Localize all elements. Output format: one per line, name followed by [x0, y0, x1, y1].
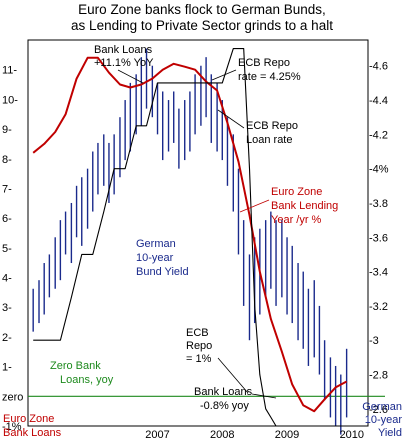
annotation-ecb-repo-loan-line-1: ECB Repo: [246, 120, 298, 132]
chart-title-line-2: as Lending to Private Sector grinds to a…: [71, 18, 333, 33]
annotation-ecb-repo-low: ECB Repo = 1%: [184, 324, 249, 394]
series-ecb-repo-line: [33, 48, 347, 427]
left-tick-label: 2-: [2, 332, 12, 344]
annotation-bank-loans-peak-line-1: Bank Loans: [94, 44, 153, 56]
annotation-german-bund-line-1: German: [136, 238, 176, 250]
annotation-ecb-repo-low-line-1: ECB: [186, 327, 209, 339]
left-tick-label: 4-: [2, 273, 12, 285]
yield-bars-group: [32, 48, 348, 435]
left-tick-label: 11-: [2, 65, 17, 77]
left-tick-label: 1-: [2, 362, 12, 374]
annotation-ecb-repo-peak-line-1: ECB Repo: [238, 57, 290, 69]
annotation-bank-loans-peak-leader: [117, 69, 144, 84]
annotation-ecb-repo-low-bg: [184, 324, 222, 366]
series-group: [32, 48, 348, 427]
left-tick-label: 6-: [2, 213, 12, 225]
annotation-ecb-repo-low-line-3: = 1%: [186, 353, 212, 365]
right-tick-label: -4.6: [369, 61, 388, 73]
left-tick-label: 5-: [2, 243, 12, 255]
right-axis-label-line-1: German: [362, 401, 402, 413]
annotation-ez-bank-lending: Euro Zone Bank Lending Year /yr %: [239, 186, 338, 226]
annotation-bank-loans-peak: Bank Loans +11.1% YoY: [94, 44, 154, 84]
left-axis-label-line-1: Euro Zone: [3, 413, 54, 425]
right-tick-label: -3.6: [369, 232, 388, 244]
x-tick-label: 2007: [145, 429, 169, 441]
annotation-zero-bank-loans-line-1: Zero Bank: [50, 360, 101, 372]
x-tick-label: 2009: [275, 429, 299, 441]
annotation-bank-loans-low-leader: [251, 393, 277, 399]
left-tick-label: -1%: [2, 421, 22, 433]
annotation-german-bund: German 10-year Bund Yield: [136, 238, 189, 278]
left-axis-label-line-2: Bank Loans: [3, 427, 62, 439]
series-bank-lending-line: [32, 56, 348, 413]
right-axis-label-line-3: Yield: [378, 427, 402, 439]
annotation-ecb-repo-loan-leader: [217, 109, 245, 129]
right-tick-label: -4.2: [369, 129, 388, 141]
annotation-german-bund-line-3: Bund Yield: [136, 266, 189, 278]
annotation-ecb-repo-peak-line-2: rate = 4.25%: [238, 71, 301, 83]
annotation-ecb-repo-low-leader: [217, 357, 249, 394]
annotation-ez-bank-lending-line-2: Bank Lending: [271, 200, 338, 212]
right-axis-label-line-2: 10-year: [365, 414, 403, 426]
right-tick-label: -3.2: [369, 301, 388, 313]
left-tick-label: 3-: [2, 302, 12, 314]
right-tick-label: -3: [369, 335, 379, 347]
right-axis-ticks: -4.6 -4.4 -4.2 -4% -3.8 -3.6 -3.4 -3.2 -3 -2.8 -2.…: [369, 61, 389, 416]
chart-title-line-1: Euro Zone banks flock to German Bunds,: [78, 2, 326, 17]
annotation-ez-bank-lending-line-3: Year /yr %: [271, 214, 322, 226]
left-tick-label: 10-: [2, 94, 18, 106]
right-tick-label: -2.8: [369, 370, 388, 382]
plot-frame: [27, 39, 369, 427]
annotation-zero-bank-loans: Zero Bank Loans, yoy: [50, 360, 114, 386]
x-tick-label: 2008: [210, 429, 234, 441]
right-tick-label: -4.4: [369, 95, 388, 107]
annotation-ecb-repo-peak: ECB Repo rate = 4.25%: [211, 57, 301, 83]
left-tick-label: 9-: [2, 124, 12, 136]
annotation-ecb-repo-loan-line-2: Loan rate: [246, 134, 292, 146]
annotation-ecb-repo-peak-leader: [211, 69, 237, 81]
x-axis-ticks: 2007 2008 2009 2010: [145, 429, 364, 441]
left-tick-label: 8-: [2, 154, 12, 166]
left-tick-label: 7-: [2, 183, 12, 195]
x-tick-label: 2010: [340, 429, 364, 441]
right-tick-label: -3.8: [369, 198, 388, 210]
annotation-ecb-repo-loan: ECB Repo Loan rate: [217, 109, 298, 146]
left-tick-label: zero: [2, 391, 23, 403]
left-axis-ticks: 11- 10- 9- 8- 7- 6- 5- 4- 3- 2- 1- zero -1%: [2, 65, 23, 433]
annotation-bank-loans-low-line-1: Bank Loans: [194, 386, 253, 398]
annotation-ez-bank-lending-line-1: Euro Zone: [271, 186, 322, 198]
annotation-ecb-repo-low-line-2: Repo: [186, 340, 212, 352]
annotation-bank-loans-low-line-2: -0.8% yoy: [200, 400, 249, 412]
annotation-bank-loans-low: Bank Loans -0.8% yoy: [194, 386, 277, 412]
right-tick-label: -4%: [369, 164, 389, 176]
right-tick-label: -3.4: [369, 267, 388, 279]
right-tick-label: -2.6: [369, 404, 388, 416]
annotation-ez-bank-lending-leader: [239, 199, 270, 213]
annotation-german-bund-line-2: 10-year: [136, 252, 174, 264]
annotation-bank-loans-peak-line-2: +11.1% YoY: [94, 57, 154, 69]
annotation-zero-bank-loans-line-2: Loans, yoy: [60, 374, 114, 386]
